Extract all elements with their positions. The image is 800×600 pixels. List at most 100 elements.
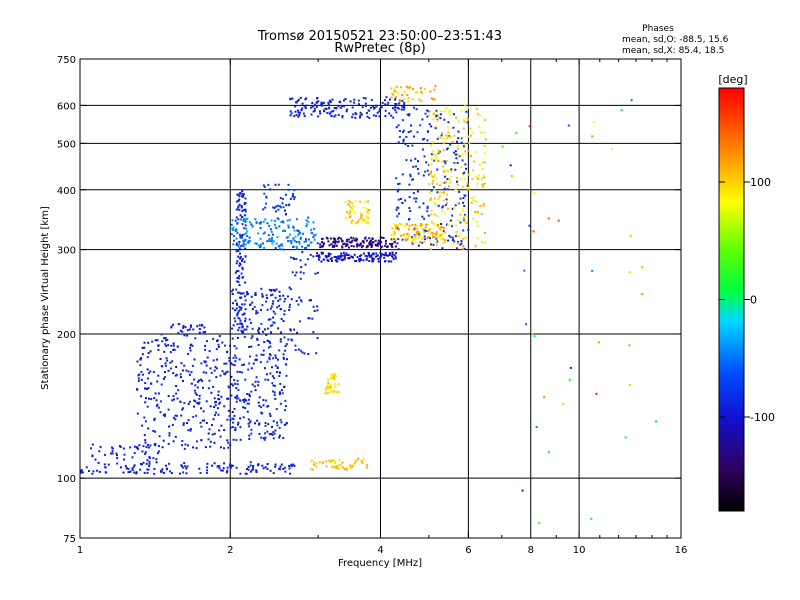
data-point: [144, 387, 146, 390]
data-point: [246, 410, 249, 413]
data-point: [209, 440, 212, 443]
data-point: [252, 466, 254, 469]
data-point: [341, 254, 344, 257]
data-point: [327, 387, 329, 390]
data-point: [436, 114, 439, 117]
data-point: [349, 216, 351, 218]
data-point: [434, 155, 437, 158]
data-point: [282, 248, 285, 251]
data-point: [471, 132, 474, 134]
data-point: [334, 114, 337, 117]
data-point: [304, 98, 307, 101]
data-point: [155, 461, 158, 464]
data-point: [250, 345, 253, 348]
data-point: [465, 167, 467, 170]
data-point: [323, 258, 325, 261]
data-point: [591, 135, 594, 138]
data-point: [238, 291, 241, 294]
data-point: [123, 458, 126, 461]
data-point: [233, 407, 236, 410]
data-point: [143, 471, 146, 474]
data-point: [407, 145, 410, 147]
data-point: [421, 241, 424, 244]
data-point: [360, 213, 363, 216]
data-point: [403, 105, 406, 108]
data-point: [244, 218, 247, 221]
data-point: [255, 469, 258, 472]
data-point: [208, 379, 211, 382]
data-point: [463, 205, 466, 207]
data-point: [398, 223, 401, 226]
data-point: [275, 288, 278, 291]
data-point: [276, 366, 279, 369]
data-point: [457, 137, 460, 140]
data-point: [440, 134, 443, 137]
data-point: [402, 233, 405, 236]
data-point: [226, 469, 229, 472]
data-point: [186, 329, 189, 332]
data-point: [372, 241, 375, 244]
data-point: [275, 227, 278, 230]
data-point: [357, 220, 359, 223]
data-point: [346, 108, 349, 111]
data-point: [262, 208, 265, 211]
data-point: [179, 373, 182, 376]
data-point: [370, 98, 373, 101]
data-point: [597, 341, 600, 344]
data-point: [232, 226, 235, 229]
data-point: [415, 108, 418, 111]
data-point: [411, 239, 414, 242]
data-point: [271, 425, 273, 428]
data-point: [198, 467, 201, 470]
data-point: [164, 413, 167, 416]
data-point: [433, 174, 436, 177]
data-point: [269, 342, 272, 345]
data-point: [281, 392, 284, 395]
data-point: [254, 380, 257, 383]
x-tick-label: 4: [377, 545, 383, 556]
data-point: [406, 94, 409, 96]
data-point: [247, 422, 250, 425]
data-point: [437, 115, 440, 118]
data-point: [414, 91, 417, 94]
data-point: [434, 202, 437, 205]
data-point: [271, 433, 274, 436]
data-point: [371, 258, 374, 261]
data-point: [142, 445, 145, 448]
data-point: [313, 109, 316, 112]
data-point: [278, 467, 281, 470]
data-point: [337, 467, 340, 470]
data-point: [235, 397, 238, 400]
data-point: [153, 418, 156, 421]
data-point: [459, 213, 462, 216]
data-point: [441, 233, 444, 236]
stats-line-o: mean, sd,O: -88.5, 15.6: [622, 35, 729, 45]
data-point: [143, 434, 146, 437]
data-point: [430, 213, 433, 216]
data-point: [433, 111, 436, 114]
data-point: [256, 419, 258, 422]
data-point: [387, 245, 389, 248]
data-point: [276, 424, 279, 427]
data-point: [472, 217, 475, 220]
data-point: [347, 246, 350, 249]
data-point: [344, 254, 346, 257]
data-point: [390, 114, 393, 117]
data-point: [354, 260, 356, 263]
data-point: [247, 418, 250, 421]
data-point: [131, 467, 134, 470]
data-point: [149, 370, 152, 373]
data-point: [456, 242, 459, 245]
data-point: [368, 260, 371, 262]
data-point: [347, 199, 350, 202]
data-point: [151, 340, 154, 343]
data-point: [248, 346, 251, 348]
data-point: [110, 452, 112, 455]
data-point: [354, 200, 357, 203]
data-point: [404, 238, 407, 241]
data-point: [254, 389, 257, 392]
data-point: [235, 466, 238, 469]
data-point: [335, 244, 338, 247]
data-point: [153, 417, 156, 420]
data-point: [329, 377, 332, 380]
